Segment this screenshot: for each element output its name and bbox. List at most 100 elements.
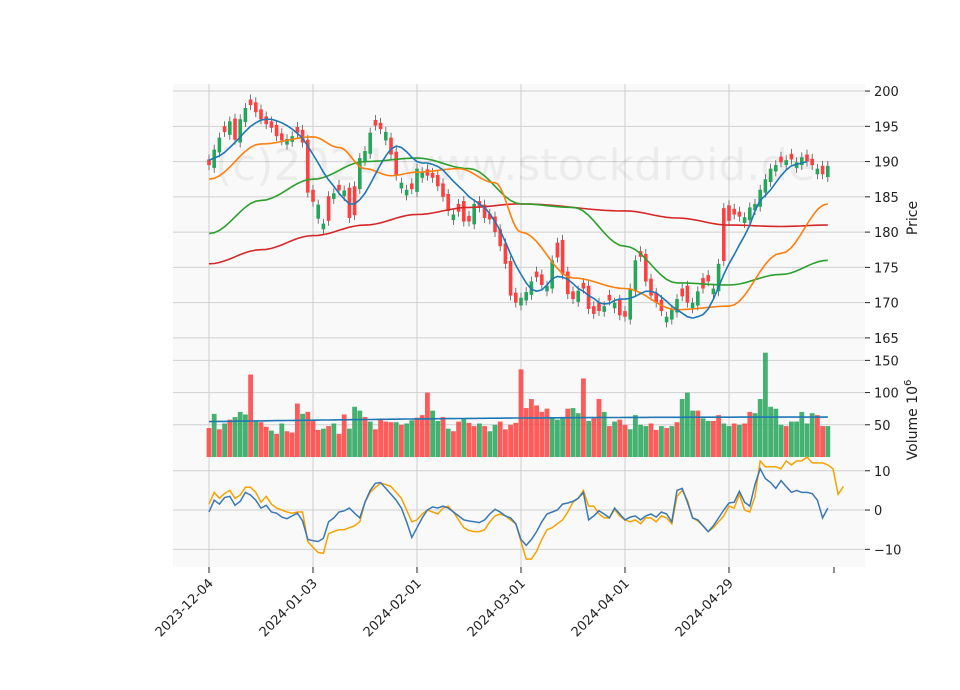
volume-bar [539, 411, 545, 457]
candle-body [326, 196, 331, 221]
volume-bar [227, 419, 233, 457]
candle-body [789, 153, 794, 160]
volume-bar [555, 419, 560, 457]
x-tick-label: 2023-12-04 [153, 576, 217, 640]
volume-y-tick-label: 150 [874, 354, 899, 369]
candle-body [566, 271, 570, 295]
volume-bar [601, 411, 607, 457]
volume-bar [825, 426, 831, 457]
volume-bar [794, 421, 799, 457]
price-y-tick-label: 165 [874, 332, 899, 347]
volume-bar [253, 421, 259, 457]
candle-body [316, 204, 320, 219]
volume-panel [206, 352, 831, 457]
candle-body [337, 184, 341, 191]
macd-y-tick-label: −10 [874, 543, 901, 558]
candle-body [576, 290, 580, 302]
price-y-tick-label: 175 [874, 261, 899, 276]
x-tick-label: 2024-03-01 [465, 576, 529, 640]
candle-body [254, 102, 258, 113]
candle-body [810, 158, 814, 166]
candle-body [716, 263, 721, 292]
volume-bar [419, 415, 425, 457]
volume-bar [617, 419, 623, 457]
volume-bar [336, 433, 342, 457]
x-tick-label: 2024-04-29 [673, 576, 737, 640]
candle-body [238, 119, 242, 143]
volume-bar [451, 431, 456, 457]
candle-body [446, 194, 450, 211]
volume-bar [700, 418, 706, 457]
candle-body [389, 137, 393, 155]
volume-bar [716, 415, 721, 457]
candle-body [441, 183, 445, 197]
macd-panel [208, 455, 845, 560]
candle-body [774, 165, 778, 172]
candle-body [358, 158, 362, 190]
candle-body [826, 165, 830, 178]
candle-body [352, 186, 357, 216]
candle-body [503, 243, 508, 264]
candle-body [768, 168, 773, 183]
volume-bar [664, 428, 669, 457]
volume-bar [471, 426, 477, 457]
volume-bar [659, 426, 664, 457]
volume-bar [404, 423, 409, 457]
candle-body [425, 169, 430, 176]
volume-bar [778, 424, 784, 457]
volume-bar [560, 418, 565, 457]
candle-body [207, 159, 211, 166]
volume-bar [669, 426, 675, 457]
volume-bar [445, 428, 451, 457]
volume-bar [352, 406, 357, 457]
candle-body [451, 214, 456, 221]
volume-bar [237, 411, 243, 457]
volume-bar [804, 423, 810, 457]
volume-bar [300, 413, 305, 457]
volume-bar [430, 410, 435, 457]
candle-body [498, 229, 502, 247]
volume-bar [544, 408, 550, 457]
volume-bar [757, 399, 763, 457]
sma-line-3 [208, 157, 828, 286]
volume-bar [815, 415, 820, 457]
volume-y-tick-label: 50 [874, 419, 891, 434]
candle-body [404, 189, 409, 196]
volume-bar [721, 423, 727, 457]
volume-bar [243, 414, 248, 457]
candle-body [462, 201, 466, 222]
candle-body [399, 182, 404, 189]
candle-body [482, 204, 487, 218]
candle-body [332, 193, 336, 199]
candle-body [748, 207, 752, 221]
candle-body [280, 133, 284, 141]
candle-body [311, 189, 315, 202]
candle-body [644, 253, 648, 282]
sma-line-4 [208, 203, 828, 265]
volume-bar [341, 414, 347, 457]
candle-body [711, 288, 716, 295]
candle-body [274, 124, 279, 137]
macd-panel-bg [173, 457, 865, 567]
candle-body [763, 179, 768, 193]
candle-body [581, 282, 586, 289]
volume-bar [263, 426, 269, 457]
candle-body [233, 118, 237, 140]
candle-body [514, 292, 518, 303]
candle-body [560, 239, 565, 275]
candle-body [815, 168, 820, 175]
volume-bar [534, 405, 539, 457]
candle-body [222, 126, 227, 132]
volume-bar [679, 399, 685, 457]
volume-bar [347, 428, 352, 457]
volume-bar [742, 423, 747, 457]
candle-body [420, 172, 424, 178]
volume-bar [482, 426, 487, 457]
candle-body [758, 189, 762, 207]
volume-bar [513, 422, 519, 457]
volume-bar [373, 429, 378, 457]
volume-bar [752, 413, 758, 457]
volume-bar [508, 424, 513, 457]
candle-body [592, 306, 596, 314]
candle-body [534, 271, 539, 278]
